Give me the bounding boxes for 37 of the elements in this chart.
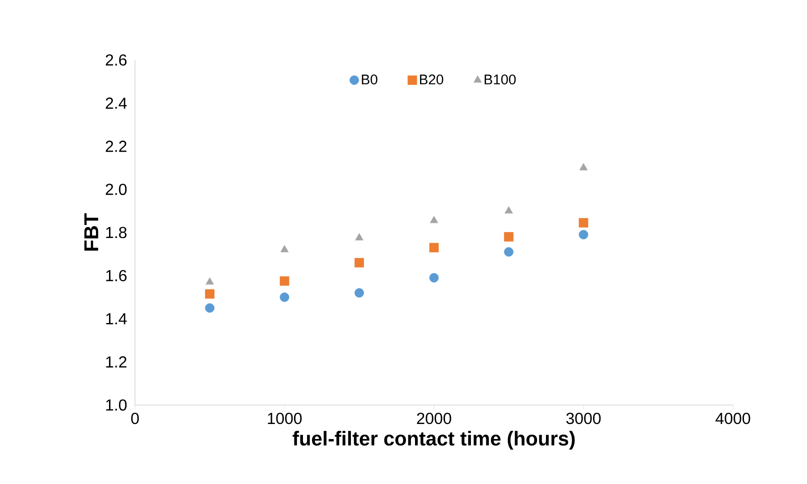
point xyxy=(354,258,364,268)
point xyxy=(280,292,290,302)
x-tick-label: 2000 xyxy=(417,412,452,424)
point xyxy=(504,232,514,242)
point xyxy=(504,247,514,257)
y-axis-title: FBT xyxy=(84,213,98,251)
y-tick-label: 1.8 xyxy=(106,226,127,238)
point xyxy=(504,206,513,214)
legend-label: B20 xyxy=(420,74,444,84)
x-tick-label: 0 xyxy=(131,412,139,424)
x-axis-title: fuel-filter contact time (hours) xyxy=(292,430,575,450)
x-tick-label: 1000 xyxy=(268,412,302,424)
y-tick-label: 1.2 xyxy=(106,356,126,368)
point xyxy=(280,245,289,252)
legend-label: B100 xyxy=(484,74,516,84)
point xyxy=(280,276,290,286)
point xyxy=(206,277,214,285)
point xyxy=(429,242,439,252)
point xyxy=(354,288,364,298)
x-tick-label: 3000 xyxy=(566,412,601,424)
point xyxy=(429,273,439,282)
y-tick-label: 2.6 xyxy=(106,54,127,66)
point xyxy=(205,289,214,299)
y-tick-label: 2.2 xyxy=(106,140,126,152)
y-tick-label: 2.4 xyxy=(106,98,127,109)
point xyxy=(578,230,588,240)
point xyxy=(205,303,214,313)
point xyxy=(578,218,588,228)
y-tick-label: 2.0 xyxy=(106,184,127,196)
legend-label: B0 xyxy=(362,74,378,84)
y-tick-label: 1.4 xyxy=(106,313,127,324)
point xyxy=(430,216,438,224)
point xyxy=(579,163,588,170)
x-tick-label: 4000 xyxy=(716,412,750,424)
point xyxy=(355,233,364,240)
y-tick-label: 1.6 xyxy=(106,270,127,282)
y-tick-label: 1.0 xyxy=(106,399,127,411)
